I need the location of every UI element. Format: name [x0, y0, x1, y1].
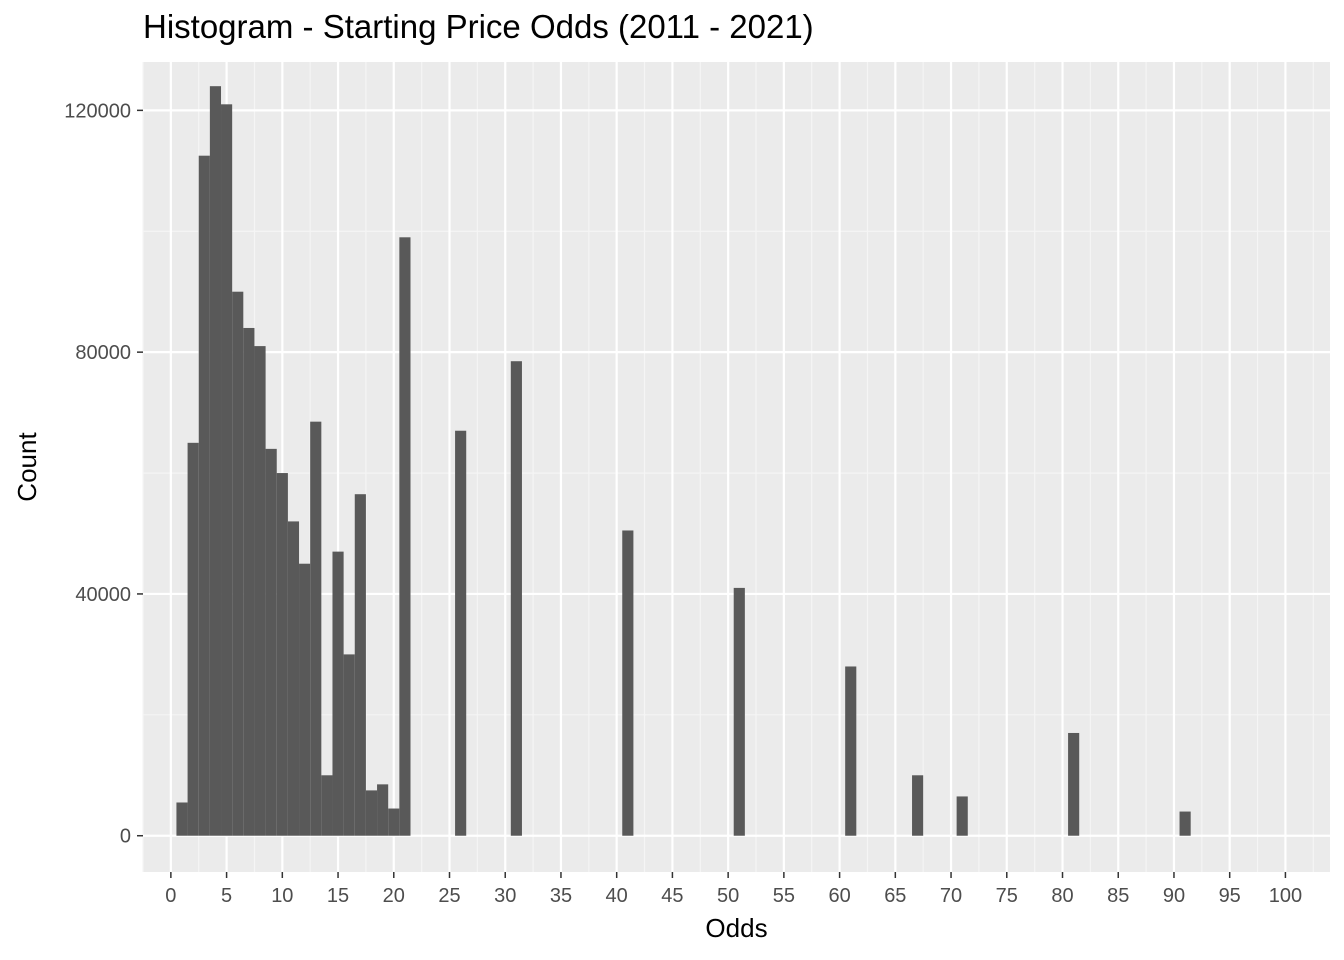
x-tick-label: 20 [383, 885, 405, 907]
y-tick-label: 120000 [64, 100, 131, 122]
x-tick-label: 0 [165, 885, 176, 907]
histogram-bar [232, 291, 244, 836]
histogram-bar [354, 494, 366, 836]
x-tick-label: 85 [1107, 885, 1129, 907]
histogram-bar [956, 796, 968, 836]
x-tick-label: 50 [717, 885, 739, 907]
histogram-bar [365, 790, 378, 836]
histogram-bar [243, 327, 255, 836]
x-tick-label: 90 [1163, 885, 1185, 907]
y-axis: 0 40000 80000 120000 [64, 100, 143, 848]
histogram-bar [1179, 811, 1191, 836]
histogram-bar [845, 666, 857, 836]
histogram-bar [176, 802, 188, 836]
histogram-bar [299, 563, 311, 836]
x-axis: 0 5 10 15 20 25 30 35 40 45 50 55 60 65 70 75 80 85 90 95 10… [165, 872, 1302, 907]
histogram-bar [265, 448, 277, 836]
x-tick-label: 75 [996, 885, 1018, 907]
x-tick-label: 80 [1051, 885, 1073, 907]
chart-title: Histogram - Starting Price Odds (2011 - … [143, 8, 814, 45]
x-tick-label: 65 [884, 885, 906, 907]
y-axis-title: Count [12, 432, 42, 502]
histogram-bar [254, 346, 266, 836]
histogram-bar [455, 430, 467, 836]
x-tick-label: 45 [661, 885, 683, 907]
x-tick-label: 70 [940, 885, 962, 907]
x-tick-label: 60 [828, 885, 850, 907]
histogram-bar [622, 530, 634, 836]
x-tick-label: 55 [773, 885, 795, 907]
x-tick-label: 100 [1269, 885, 1302, 907]
histogram-bar [209, 86, 222, 836]
histogram-bar [377, 784, 389, 836]
histogram-bar [221, 104, 233, 836]
x-tick-label: 15 [327, 885, 349, 907]
y-tick-label: 0 [120, 826, 131, 848]
histogram-bar [321, 775, 333, 836]
grid-major [143, 62, 1330, 872]
x-tick-label: 40 [606, 885, 628, 907]
x-tick-label: 95 [1219, 885, 1241, 907]
histogram-bar [287, 521, 300, 836]
histogram-bar [276, 473, 288, 836]
histogram-bar [388, 808, 400, 836]
histogram-bar [912, 775, 924, 836]
histogram-bar [510, 361, 522, 836]
histogram-bar [187, 442, 199, 836]
x-tick-label: 5 [221, 885, 232, 907]
x-axis-title: Odds [705, 913, 767, 943]
x-tick-label: 30 [494, 885, 516, 907]
x-tick-label: 25 [438, 885, 460, 907]
x-tick-label: 10 [271, 885, 293, 907]
histogram-bar [1068, 732, 1080, 836]
bars [176, 86, 1191, 836]
histogram-bar [198, 155, 210, 836]
y-tick-label: 80000 [75, 342, 131, 364]
grid-minor [142, 62, 1330, 872]
x-tick-label: 35 [550, 885, 572, 907]
y-tick-label: 40000 [75, 584, 131, 606]
histogram-bar [332, 551, 344, 836]
histogram-bar [733, 587, 745, 836]
histogram-bar [399, 237, 411, 836]
histogram-bar [310, 421, 322, 836]
histogram-bar [343, 654, 355, 836]
